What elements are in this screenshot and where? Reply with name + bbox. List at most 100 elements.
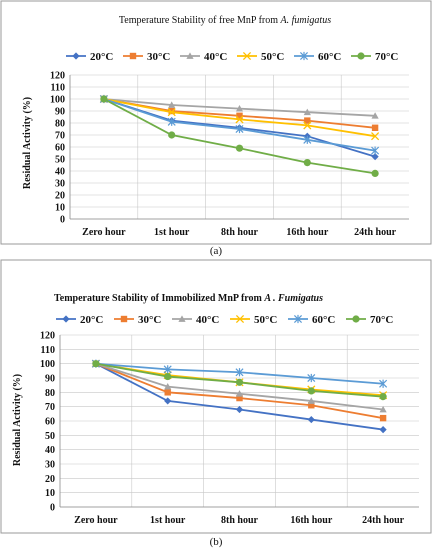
data-point — [303, 159, 311, 167]
data-point — [100, 95, 108, 103]
x-tick-label: Zero hour — [82, 227, 126, 238]
series-70C — [100, 95, 379, 177]
data-point — [379, 393, 387, 401]
panel-a-y-axis-label: Residual Activity (%) — [22, 97, 33, 189]
y-tick-label: 70 — [45, 402, 55, 413]
data-point — [371, 146, 380, 155]
x-tick-label: 24th hour — [362, 515, 405, 526]
legend-marker — [235, 314, 245, 324]
data-point — [92, 360, 100, 368]
y-tick-label: 120 — [40, 331, 55, 342]
x-tick-label: 24th hour — [354, 227, 397, 238]
legend-label: 60°C — [318, 51, 341, 63]
x-tick-label: 1st hour — [150, 515, 186, 526]
legend-marker — [186, 52, 194, 59]
data-point — [163, 365, 172, 374]
legend-marker — [72, 52, 80, 60]
panel-a-caption: (a) — [210, 245, 223, 257]
legend-marker — [357, 52, 365, 60]
legend-marker — [352, 315, 360, 323]
panel-b-caption: (b) — [210, 536, 223, 548]
legend-item: 30°C — [123, 51, 170, 63]
data-point — [235, 368, 244, 377]
legend-item: 60°C — [288, 314, 335, 326]
data-point — [307, 415, 315, 424]
data-point — [235, 144, 244, 152]
y-tick-label: 60 — [55, 143, 65, 154]
panel-a-title: Temperature Stability of free MnP from A… — [119, 15, 331, 26]
legend-item: 40°C — [180, 51, 227, 63]
data-point — [235, 115, 244, 124]
data-point — [236, 394, 243, 402]
legend-item: 50°C — [230, 314, 277, 326]
legend-marker — [178, 315, 186, 322]
data-point — [379, 426, 387, 434]
y-tick-label: 110 — [41, 345, 55, 356]
y-tick-label: 120 — [50, 71, 65, 82]
data-point — [235, 124, 244, 134]
y-tick-label: 100 — [40, 359, 55, 370]
y-tick-label: 110 — [51, 83, 65, 94]
y-tick-label: 30 — [45, 460, 55, 471]
legend-item: 50°C — [237, 51, 284, 63]
data-point — [307, 387, 315, 395]
legend-item: 20°C — [56, 314, 103, 326]
y-tick-label: 50 — [55, 155, 65, 166]
data-point — [235, 405, 244, 414]
data-point — [303, 135, 312, 144]
data-point — [303, 108, 311, 116]
y-tick-label: 10 — [45, 488, 55, 499]
y-tick-label: 30 — [55, 179, 65, 190]
panel-b-y-axis-label: Residual Activity (%) — [12, 374, 23, 466]
data-point — [168, 107, 175, 115]
legend-marker — [293, 314, 303, 324]
panel-b-title: Temperature Stability of Immobilized MnP… — [54, 293, 323, 304]
y-tick-label: 90 — [45, 374, 55, 385]
data-point — [379, 405, 387, 413]
y-tick-label: 60 — [45, 417, 55, 428]
legend-marker — [242, 51, 252, 61]
data-point — [308, 402, 315, 409]
legend-item: 20°C — [66, 51, 113, 63]
legend-label: 60°C — [312, 314, 335, 326]
x-tick-label: 8th hour — [221, 515, 259, 526]
panel-a-frame — [0, 0, 432, 245]
series-40C — [92, 360, 387, 413]
data-point — [164, 389, 171, 396]
y-tick-label: 0 — [60, 215, 65, 226]
data-point — [235, 378, 244, 386]
chart-panel-a: Temperature Stability of free MnP from A… — [0, 0, 432, 245]
y-tick-label: 40 — [55, 167, 65, 178]
x-tick-label: Zero hour — [74, 515, 118, 526]
data-point — [371, 132, 380, 141]
data-point — [379, 379, 388, 388]
legend-marker — [129, 52, 137, 60]
legend-label: 50°C — [261, 51, 284, 63]
y-tick-label: 20 — [45, 474, 55, 485]
y-tick-label: 100 — [50, 95, 65, 106]
legend-label: 40°C — [204, 51, 227, 63]
legend-label: 70°C — [370, 314, 393, 326]
data-point — [307, 397, 315, 404]
legend-item: 30°C — [114, 314, 161, 326]
data-point — [164, 383, 172, 390]
legend-item: 40°C — [172, 314, 219, 326]
y-tick-label: 70 — [55, 131, 65, 142]
y-tick-label: 0 — [50, 503, 55, 514]
panel-b-plot: 0 10 20 30 40 50 60 70 80 90 100 110 120 Zero hour 1st… — [40, 331, 419, 526]
y-tick-label: 90 — [55, 107, 65, 118]
data-point — [168, 101, 176, 108]
legend-label: 50°C — [254, 314, 277, 326]
panel-b-legend: 20°C 30°C 40°C 50°C 60°C 70°C — [56, 314, 393, 326]
y-tick-label: 80 — [45, 388, 55, 399]
series-70C — [92, 360, 387, 401]
panel-a-legend: 20°C 30°C 40°C 50°C 60°C 70°C — [66, 51, 398, 63]
y-tick-label: 80 — [55, 119, 65, 130]
data-point — [371, 169, 379, 177]
legend-label: 30°C — [138, 314, 161, 326]
data-point — [235, 390, 244, 397]
data-point — [371, 153, 379, 161]
legend-marker — [120, 315, 128, 323]
x-tick-label: 1st hour — [154, 227, 190, 238]
